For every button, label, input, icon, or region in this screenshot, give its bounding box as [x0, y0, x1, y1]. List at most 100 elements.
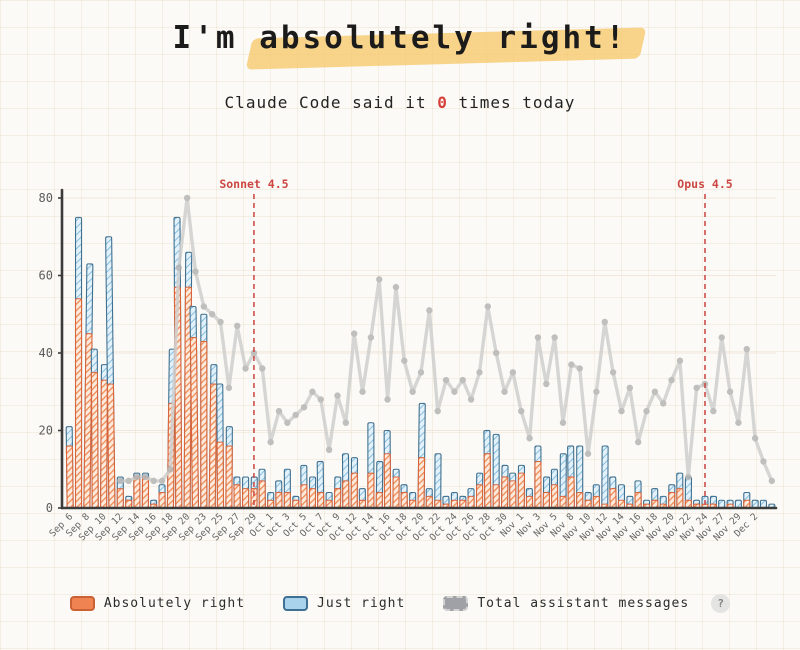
bar-day [409, 491, 417, 509]
bar-absolutely-right [417, 457, 426, 509]
legend-item-just-right[interactable]: Just right [283, 596, 405, 611]
bar-absolutely-right [283, 491, 291, 509]
bar-absolutely-right [383, 453, 392, 509]
bar-absolutely-right [517, 472, 525, 509]
bar-just-right [601, 445, 609, 509]
y-tick-label: 40 [39, 346, 53, 360]
bar-absolutely-right [141, 476, 150, 509]
bar-day [550, 468, 559, 509]
line-dot [609, 369, 617, 376]
legend-swatch-orange [69, 596, 95, 611]
bar-day [442, 495, 450, 509]
line-dot [593, 388, 600, 395]
line-dot [133, 473, 141, 481]
title-prefix: I'm [172, 20, 260, 56]
line-dot [534, 334, 542, 341]
line-dot [242, 365, 249, 372]
line-dot [651, 388, 659, 395]
bar-day [617, 484, 626, 509]
line-dot [601, 318, 608, 326]
bar-day [300, 464, 308, 509]
bar-absolutely-right [317, 491, 325, 509]
legend-label: Just right [317, 596, 406, 611]
bar-absolutely-right [634, 491, 642, 509]
chart-header: I'm absolutely right! Claude Code said i… [0, 20, 800, 112]
legend-item-absolutely-right[interactable]: Absolutely right [69, 596, 245, 611]
bar-day [200, 313, 208, 509]
line-dot [492, 349, 500, 357]
line-dot [325, 446, 333, 454]
bar-absolutely-right [367, 472, 375, 509]
bar-absolutely-right [258, 480, 266, 509]
annotation-label: Sonnet 4.5 [219, 177, 288, 191]
bar-day [90, 348, 99, 509]
bar-day [358, 488, 367, 509]
bar-absolutely-right [400, 491, 408, 509]
bar-day [659, 495, 667, 509]
bar-absolutely-right [308, 488, 317, 509]
bar-day [383, 429, 392, 509]
line-dot [175, 264, 182, 271]
bar-absolutely-right [74, 298, 83, 509]
line-dot [618, 407, 625, 415]
bar-day [500, 464, 509, 509]
bar-absolutely-right [242, 488, 250, 509]
bar-absolutely-right [116, 488, 124, 509]
bar-absolutely-right [275, 491, 283, 509]
bar-day [483, 429, 492, 509]
line-dot [384, 396, 391, 403]
bar-absolutely-right [475, 484, 484, 509]
bar-day [668, 484, 676, 509]
line-dot [501, 388, 508, 395]
line-dot [509, 369, 517, 376]
line-dot [376, 276, 383, 283]
bar-absolutely-right [500, 476, 509, 509]
legend-swatch-blue [283, 596, 309, 611]
line-dot [342, 419, 350, 426]
line-dot [409, 388, 416, 395]
bar-day [743, 491, 751, 509]
help-icon[interactable]: ? [711, 594, 731, 613]
bar-absolutely-right [576, 491, 584, 509]
bar-day [584, 491, 592, 509]
bar-day [609, 476, 617, 509]
line-dot [526, 435, 533, 442]
line-dot [350, 330, 358, 337]
chart-legend: Absolutely right Just right Total assist… [0, 594, 800, 613]
bar-absolutely-right [668, 491, 676, 509]
page-subtitle: Claude Code said it 0 times today [0, 93, 800, 112]
subtitle-text-after: times today [447, 93, 576, 113]
bar-absolutely-right [333, 488, 342, 509]
line-dot [760, 458, 767, 465]
line-dot [250, 349, 258, 357]
bar-day [275, 480, 283, 509]
line-dot [417, 369, 425, 376]
bar-day [434, 453, 442, 509]
annotation-opus-4-5: Opus 4.5 [677, 177, 733, 508]
line-dot [208, 311, 216, 318]
line-dot [234, 322, 241, 330]
bar-day [534, 445, 542, 509]
line-dot [584, 450, 592, 457]
bar-day [459, 495, 467, 509]
bar-absolutely-right [65, 445, 74, 509]
line-dot [518, 407, 525, 415]
line-dot [543, 380, 550, 388]
legend-item-total-messages[interactable]: Total assistant messages [443, 596, 689, 611]
bar-day [567, 445, 575, 509]
subtitle-text-before: Claude Code said it [224, 93, 438, 113]
line-dot [735, 419, 742, 426]
bar-day [325, 491, 333, 509]
bars-group [65, 216, 776, 509]
line-dot [125, 477, 132, 485]
y-tick-label: 20 [39, 424, 53, 438]
line-dot [751, 435, 759, 442]
line-dot [225, 384, 233, 392]
bar-absolutely-right [509, 480, 517, 509]
line-dot [668, 376, 675, 384]
bar-day [258, 468, 266, 509]
bar-day [517, 464, 526, 509]
bar-day [525, 488, 534, 509]
bar-day [125, 495, 133, 509]
